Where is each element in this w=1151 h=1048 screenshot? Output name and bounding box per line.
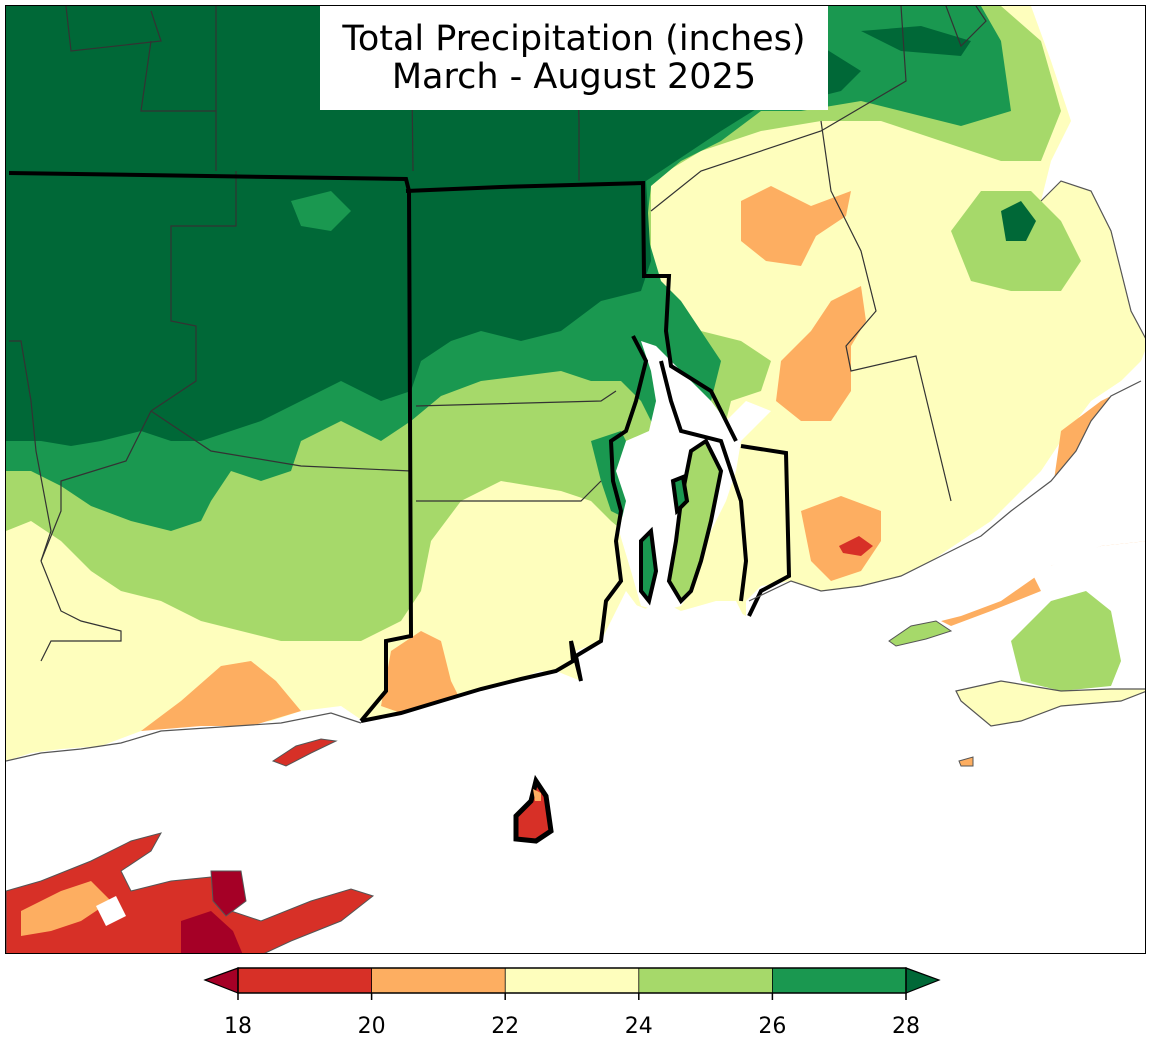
ri-east-border <box>740 444 792 617</box>
buzzards-bay-sound <box>6 374 1145 953</box>
long-island-orange <box>21 881 111 936</box>
colorbar <box>203 967 941 1000</box>
aquidneck-island <box>666 438 724 605</box>
ri-south-coast <box>360 335 649 723</box>
colorbar-bin-18-20 <box>238 968 372 993</box>
colorbar-outline <box>237 967 907 994</box>
state-borders <box>8 171 792 723</box>
zone-18-20-coast <box>839 536 873 556</box>
colorbar-over-arrow <box>905 967 941 994</box>
colorbar-under-arrow <box>203 967 239 994</box>
colorbar-tick-label: 28 <box>892 1014 920 1039</box>
zone-26-28-patch <box>291 191 351 231</box>
precipitation-map <box>5 5 1146 954</box>
colorbar-bin-22-24 <box>505 968 639 993</box>
map-subtitle: March - August 2025 <box>391 57 757 97</box>
ri-bay-shore <box>659 360 749 602</box>
colorbar-bin-20-22 <box>371 968 506 993</box>
block-island-north <box>533 789 541 801</box>
zone-above-28 <box>6 6 861 446</box>
colorbar-tick-label: 20 <box>357 1014 386 1039</box>
ri-north-border <box>405 180 738 442</box>
marthas-vineyard <box>955 680 1145 727</box>
long-island-dark-2 <box>210 870 247 917</box>
colorbar-tick-label: 18 <box>224 1014 252 1039</box>
zone-20-22-ri <box>381 631 461 713</box>
conanicut-island <box>639 526 659 606</box>
map-title: Total Precipitation (inches) <box>342 19 806 59</box>
zone-24-26-island <box>1011 591 1121 691</box>
colorbar-tick-label: 24 <box>624 1014 653 1039</box>
islands <box>6 438 1145 953</box>
zone-above-28-e <box>1001 201 1036 241</box>
long-island-dark <box>181 911 243 953</box>
elizabeth-islands <box>888 620 953 647</box>
precip-shading <box>6 6 1145 953</box>
colorbar-bin-26-28 <box>772 968 906 993</box>
fishers-island <box>271 738 338 767</box>
colorbar-bin-24-26 <box>638 968 773 993</box>
coastline <box>6 180 1145 762</box>
shelter-island-hole <box>96 896 126 926</box>
colorbar-tick-label: 26 <box>758 1014 787 1039</box>
zone-20-22-se <box>776 286 866 421</box>
zone-20-22-sw <box>141 661 301 731</box>
map-title-box: Total Precipitation (inches) March - Aug… <box>320 6 828 110</box>
prudence-island <box>670 474 690 516</box>
county-borders <box>9 6 987 662</box>
zone-above-28-ne <box>861 26 971 56</box>
ma-ct-ri-border <box>8 171 414 723</box>
zone-20-22-ma <box>741 186 851 266</box>
zone-20-22-coast <box>801 496 881 581</box>
block-island <box>513 774 554 844</box>
cape-cod-bay <box>1031 6 1145 338</box>
nantucket-bit <box>958 756 974 767</box>
colorbar-tick-label: 22 <box>491 1014 520 1039</box>
map-canvas <box>6 6 1145 953</box>
